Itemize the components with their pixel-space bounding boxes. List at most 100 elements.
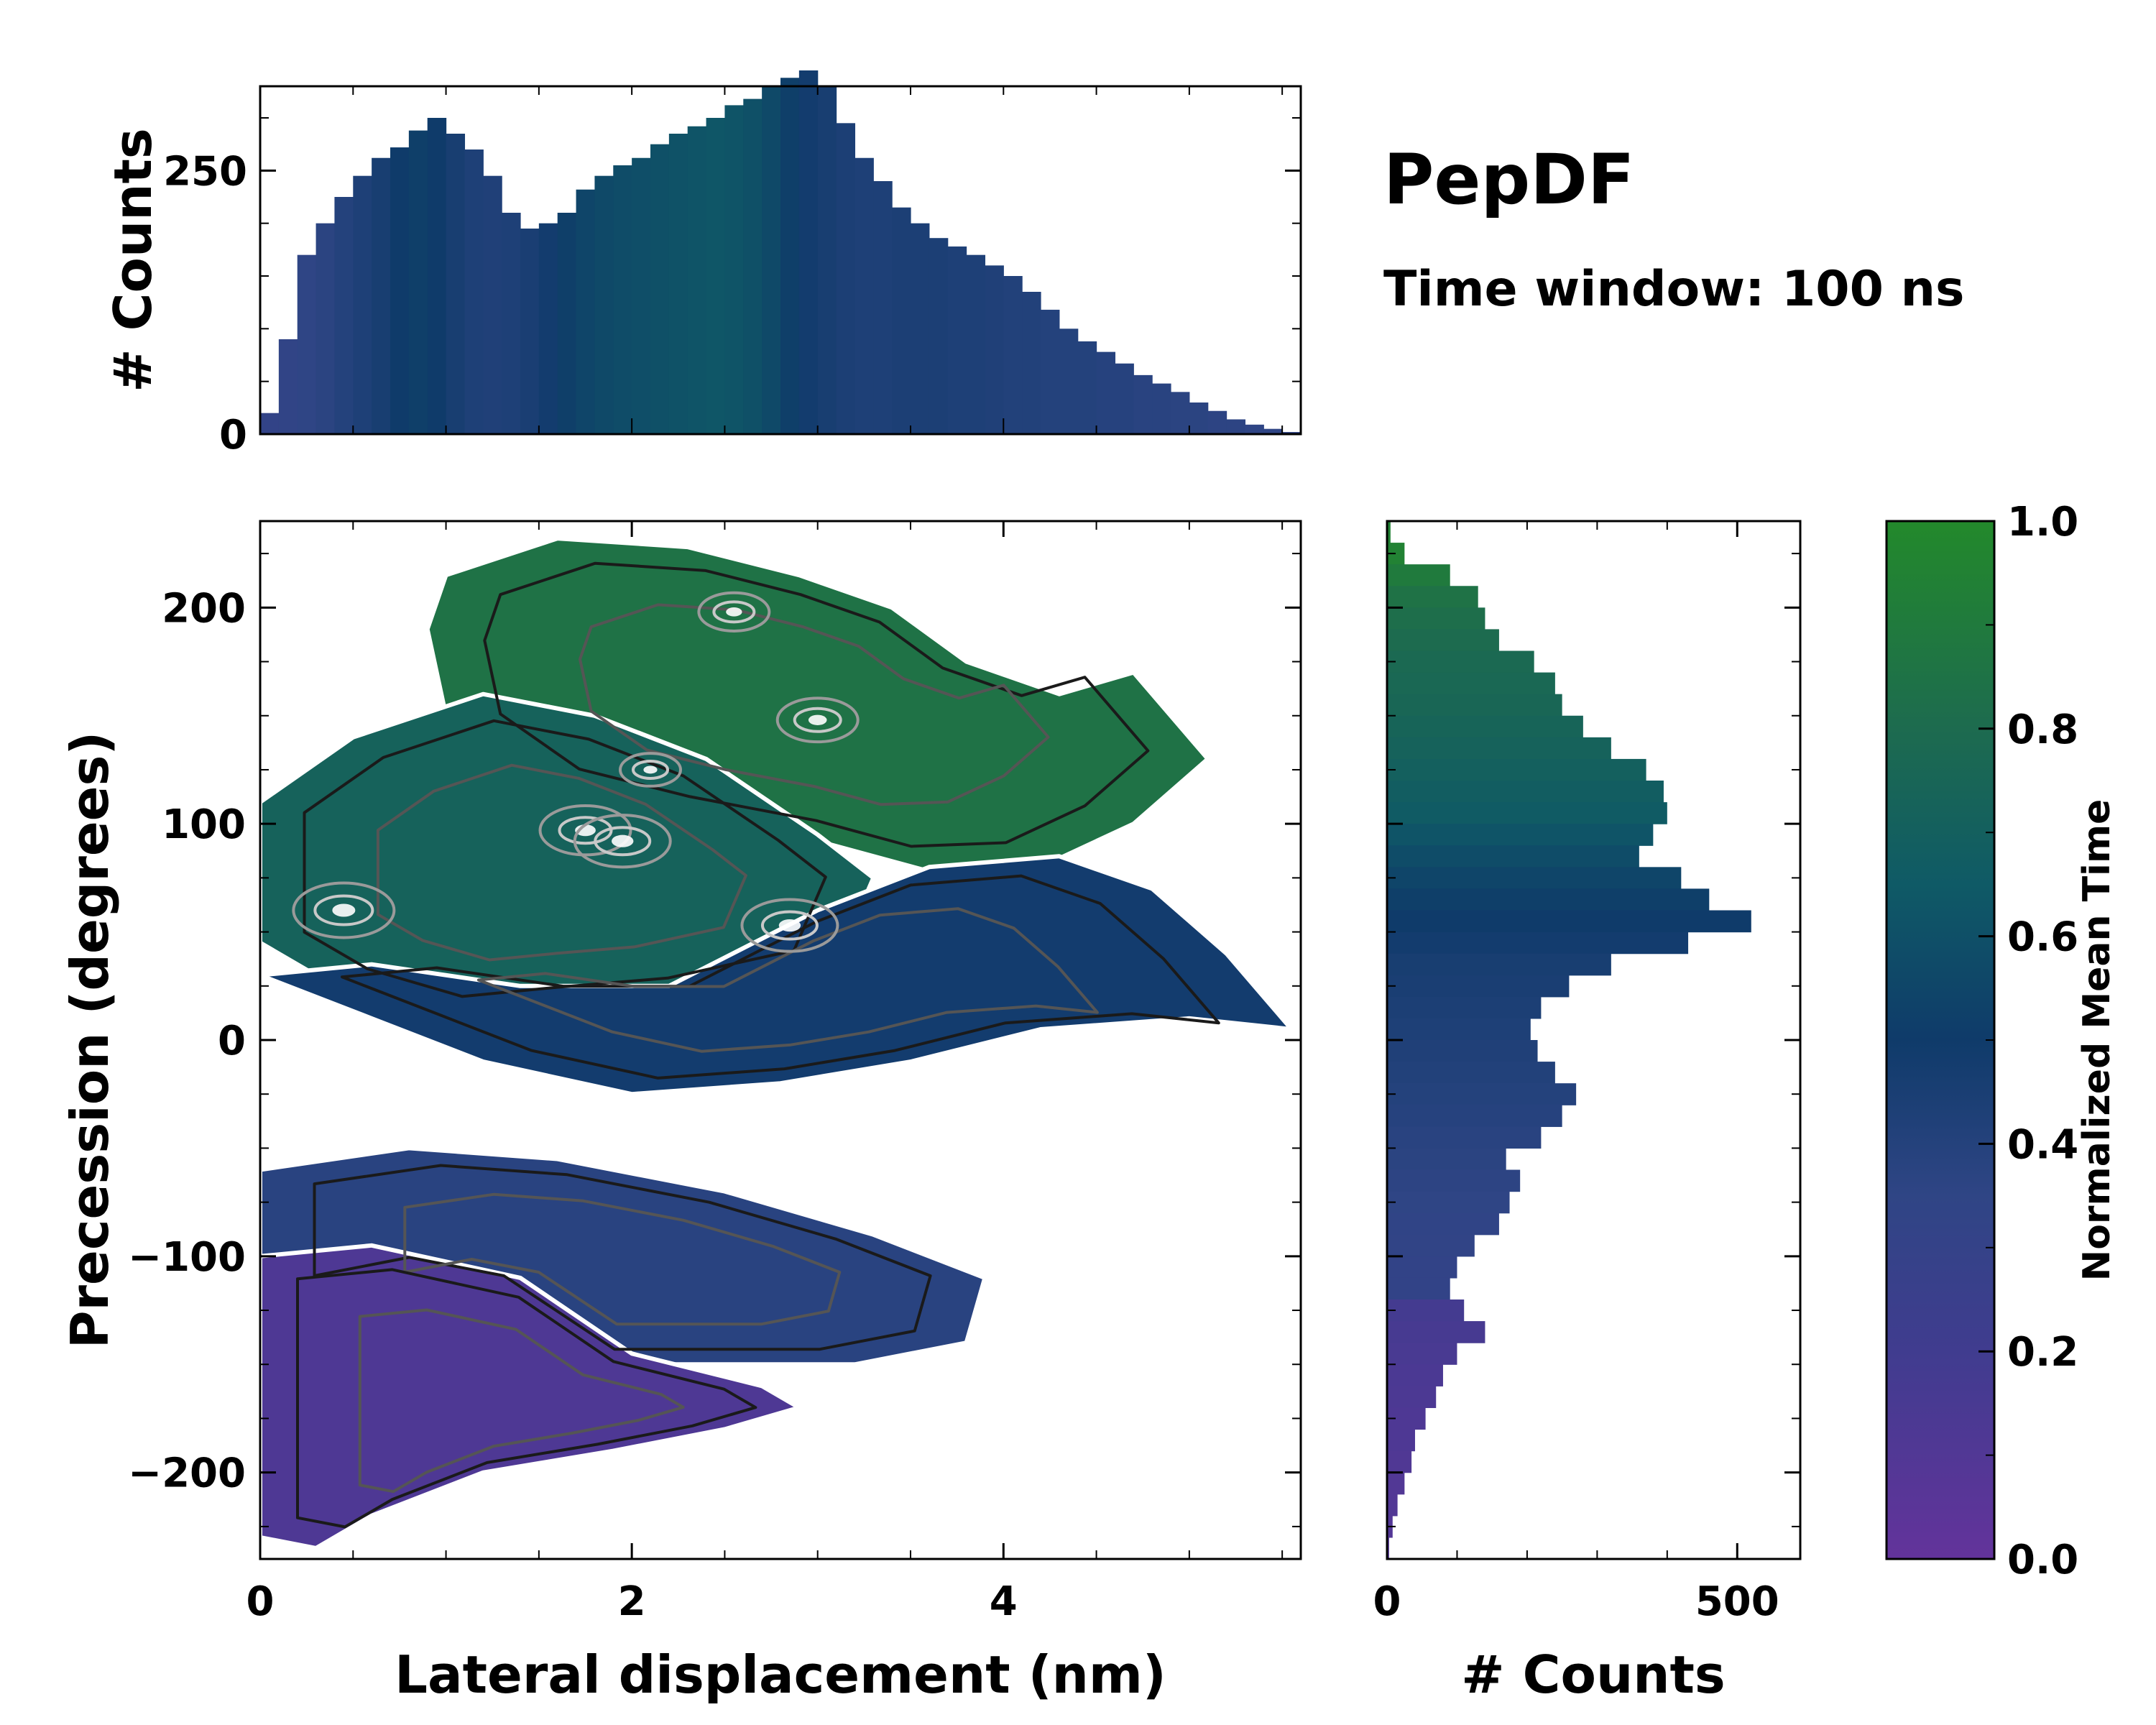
right-histogram-bar: [1387, 715, 1583, 738]
right-histogram-bar: [1387, 802, 1667, 824]
top-histogram-bar: [1226, 419, 1246, 434]
top-histogram-bar: [446, 134, 466, 434]
right-histogram-bar: [1387, 1277, 1450, 1300]
heatmap-hotspot-contour: [775, 696, 860, 744]
heatmap-contour-upper-ridge: [579, 603, 1050, 806]
right-xtick-label: 0: [1373, 1578, 1401, 1625]
top-histogram-bar: [966, 254, 986, 434]
top-histogram-bar: [520, 229, 540, 434]
top-histogram-bar: [427, 118, 447, 434]
colorbar-tick-label: 0.8: [2007, 707, 2078, 753]
heatmap-hotspot-contour-inner: [632, 759, 669, 780]
top-histogram-bar: [1003, 276, 1023, 434]
top-histogram-bar: [1263, 428, 1283, 434]
right-histogram-bar: [1387, 1256, 1457, 1279]
heatmap-hotspot-contour-inner: [594, 826, 652, 857]
right-histogram-bar: [1387, 1450, 1412, 1473]
top-histogram-bar: [502, 213, 521, 434]
top-histogram-ylabel: # Counts: [103, 128, 163, 392]
top-histogram-bar: [1189, 402, 1209, 434]
right-histogram-bar: [1387, 1018, 1531, 1041]
top-histogram-bar: [260, 413, 280, 434]
right-histogram-bar: [1387, 1126, 1542, 1149]
right-histogram-bar: [1387, 1364, 1443, 1386]
right-histogram-bar: [1387, 1300, 1465, 1322]
top-histogram-bar: [297, 254, 317, 434]
colorbar: 0.0 0.2 0.4 0.6 0.8 1.0 Normalized Mean Time: [1885, 499, 2119, 1583]
colorbar-tick-label: 0.2: [2007, 1329, 2078, 1376]
heatmap-hotspot-peak: [726, 607, 742, 617]
right-histogram-bar: [1387, 1472, 1405, 1495]
right-histogram-xlabel: # Counts: [1461, 1644, 1726, 1705]
top-histogram-bar: [315, 223, 336, 434]
main-heatmap-ylabel: Precession (degrees): [60, 732, 120, 1349]
heatmap-contour-bottom-lobe: [358, 1308, 685, 1494]
heatmap-hotspot-contour-inner: [313, 894, 374, 926]
right-histogram-bar: [1387, 1083, 1577, 1105]
heatmap-hotspot-peak: [332, 903, 356, 917]
chart-subtitle: Time window: 100 ns: [1383, 261, 1964, 318]
top-histogram-frame: [259, 85, 1302, 436]
main-ytick-label: −100: [128, 1234, 246, 1281]
right-histogram-bar: [1387, 758, 1646, 781]
top-histogram-bar: [353, 175, 372, 434]
heatmap-hotspot-contour: [573, 814, 672, 869]
right-histogram-bar: [1387, 564, 1450, 586]
right-histogram-bar: [1387, 1062, 1555, 1084]
main-ytick-label: 100: [162, 801, 246, 848]
top-histogram-bar: [1133, 374, 1153, 434]
top-histogram-bar: [985, 265, 1004, 434]
right-histogram-bar: [1387, 845, 1639, 868]
heatmap-hotspot-peak: [778, 919, 801, 932]
main-ytick-label: −200: [128, 1450, 246, 1497]
top-histogram-bar: [538, 223, 558, 434]
right-histogram-bar: [1387, 694, 1562, 717]
top-histogram-ticks: 0 250: [163, 86, 1301, 459]
colorbar-gradient: [1885, 520, 1996, 1560]
main-heatmap: 0 2 4 −200 −100 0 100 200 Lateral displacement …: [60, 520, 1302, 1705]
heatmap-contour-central-band: [476, 907, 1099, 1053]
heatmap-contour-lower-lobe: [403, 1192, 842, 1326]
right-histogram-bar: [1387, 1234, 1475, 1257]
top-histogram-bar: [854, 157, 874, 434]
heatmap-contour-left-middle: [376, 763, 747, 962]
top-histogram-bar: [1207, 410, 1227, 434]
top-histogram-bar: [724, 105, 744, 434]
heatmap-hotspot-contour: [538, 804, 632, 857]
right-histogram-bar: [1387, 932, 1689, 954]
top-histogram-bar: [1096, 351, 1116, 434]
main-xtick-label: 4: [990, 1578, 1018, 1625]
right-histogram-bar: [1387, 1343, 1457, 1365]
right-histogram-bar: [1387, 996, 1542, 1019]
top-histogram-bar: [334, 197, 354, 434]
top-histogram-bar: [798, 70, 819, 434]
right-histogram-bar: [1387, 629, 1499, 652]
main-ytick-label: 0: [218, 1018, 246, 1064]
right-histogram-bar: [1387, 1169, 1521, 1192]
top-histogram-bar: [947, 246, 967, 434]
top-histogram-bar: [687, 126, 707, 434]
heatmap-hotspot-contour: [697, 591, 771, 632]
top-histogram-bar: [892, 207, 911, 434]
right-histogram-bar: [1387, 1213, 1499, 1236]
heatmap-contour-upper-ridge: [483, 561, 1150, 848]
right-histogram-bar: [1387, 781, 1664, 803]
top-histogram: 0 250 # Counts: [103, 70, 1302, 459]
heatmap-contour-lower-lobe: [313, 1164, 932, 1351]
top-histogram-bar: [372, 157, 391, 434]
main-heatmap-xlabel: Lateral displacement (nm): [395, 1644, 1166, 1705]
top-histogram-bar: [817, 86, 837, 434]
colorbar-tick-label: 1.0: [2007, 499, 2078, 546]
top-histogram-bar: [632, 157, 651, 434]
top-histogram-bar: [706, 118, 726, 434]
heatmap-region-bottom-lobe: [260, 1243, 801, 1550]
top-histogram-bar: [873, 181, 893, 434]
chart-title: PepDF: [1383, 139, 1634, 220]
right-histogram-bar: [1387, 975, 1570, 998]
top-histogram-bar: [762, 86, 781, 434]
top-histogram-bar: [594, 175, 614, 434]
top-histogram-bar: [1152, 383, 1171, 434]
top-histogram-bar: [1245, 424, 1264, 434]
main-ytick-label: 200: [162, 585, 246, 632]
heatmap-hotspot-contour-inner: [558, 816, 613, 845]
